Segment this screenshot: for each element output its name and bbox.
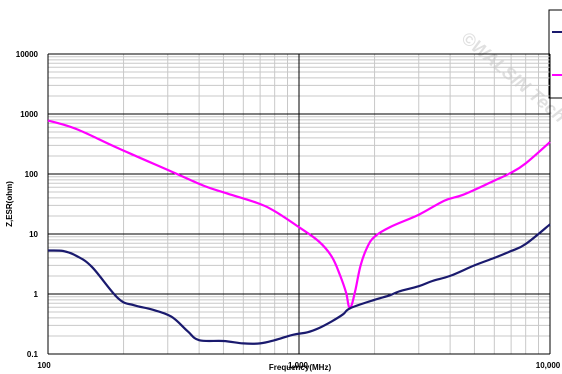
watermark-text: ©WALSIN Tech bbox=[457, 28, 562, 127]
y-axis-title: Z,ESR(ohm) bbox=[5, 181, 14, 227]
legend-box bbox=[548, 9, 562, 99]
watermark: ©WALSIN Tech bbox=[457, 28, 562, 127]
y-tick-label: 0.1 bbox=[27, 350, 39, 359]
series-line-1 bbox=[47, 223, 551, 345]
x-tick-label: 100 bbox=[37, 361, 51, 370]
y-tick-label: 1000 bbox=[20, 110, 38, 119]
series-line-0 bbox=[47, 119, 551, 309]
y-tick-label: 100 bbox=[25, 170, 39, 179]
y-axis: 10000 1000 100 10 1 0.1 Z,ESR(ohm) bbox=[5, 50, 39, 359]
y-tick-label: 10 bbox=[29, 230, 38, 239]
x-tick-label: 1,000 bbox=[288, 361, 309, 370]
y-tick-label: 10000 bbox=[16, 50, 39, 59]
legend bbox=[548, 9, 562, 99]
y-tick-label: 1 bbox=[34, 290, 39, 299]
x-tick-label: 10,000 bbox=[536, 361, 561, 370]
x-axis: 100 1,000 10,000 Frequency(MHz) bbox=[37, 361, 560, 372]
plot-area bbox=[47, 53, 551, 355]
x-axis-title: Frequency(MHz) bbox=[269, 363, 332, 372]
